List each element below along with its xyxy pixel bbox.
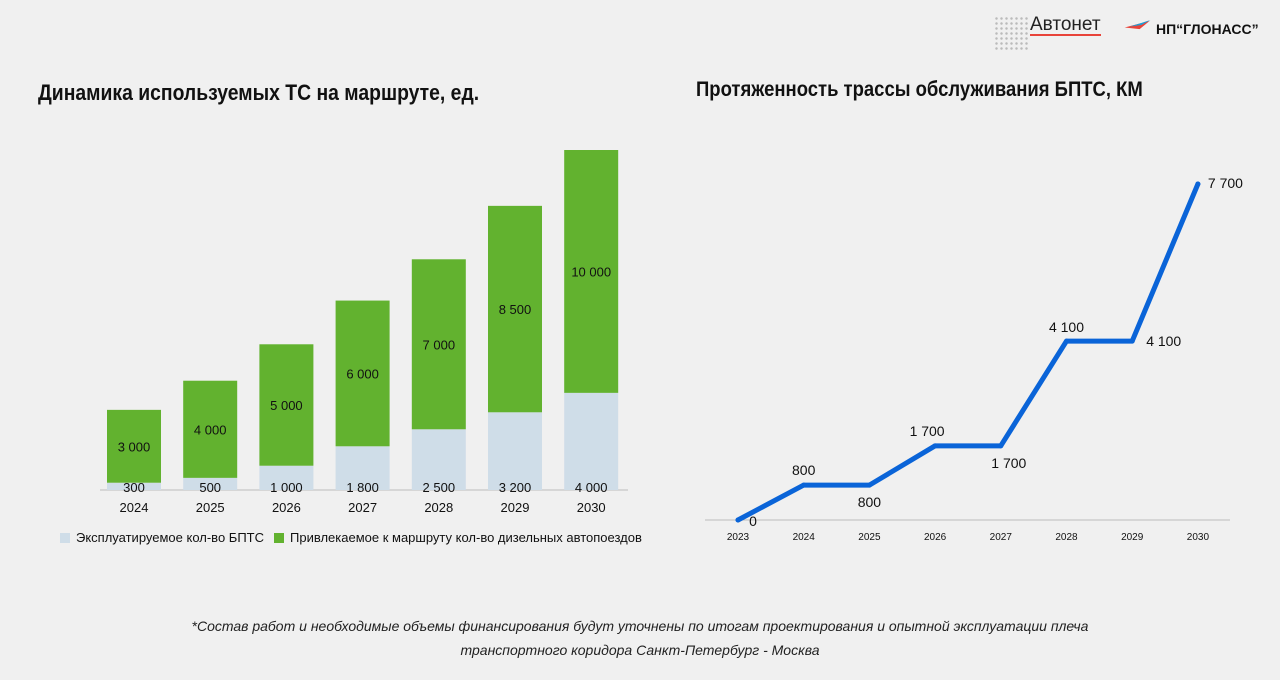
line-series	[735, 181, 1201, 523]
bar-label-bptc-2027: 1 800	[346, 480, 379, 495]
line-x-tick-2028: 2028	[1055, 532, 1078, 543]
bar-bptc-2026	[259, 465, 314, 490]
bar-x-tick-2029: 2029	[501, 500, 530, 515]
line-label-2028: 4 100	[1049, 319, 1084, 335]
line-x-tick-2026: 2026	[924, 532, 947, 543]
line-chart-title: Протяженность трассы обслуживания БПТС, …	[696, 78, 1143, 101]
bar-bptc-2028	[411, 429, 466, 490]
bar-x-tick-2026: 2026	[272, 500, 301, 515]
line-point-2029	[1129, 338, 1135, 344]
legend-swatch-diesel	[274, 532, 284, 543]
bar-label-diesel-2027: 6 000	[346, 366, 379, 381]
legend-label-diesel: Привлекаемое к маршруту кол-во дизельных…	[290, 530, 642, 545]
bar-diesel-2029	[488, 205, 542, 413]
bar-label-bptc-2030: 4 000	[575, 480, 608, 495]
bar-chart-title: Динамика используемых ТС на маршруте, ед…	[38, 80, 480, 105]
line-point-2025	[866, 482, 872, 488]
bar-label-bptc-2028: 2 500	[423, 480, 456, 495]
line-point-2026	[932, 443, 938, 449]
line-label-2029: 4 100	[1146, 333, 1181, 349]
bar-bptc-2025	[183, 477, 238, 490]
line-point-2023	[735, 517, 741, 523]
bar-diesel-2024	[107, 409, 161, 483]
bar-label-bptc-2026: 1 000	[270, 480, 303, 495]
bar-label-bptc-2029: 3 200	[499, 480, 532, 495]
footnote-line-1: *Состав работ и необходимые объемы финан…	[191, 618, 1089, 634]
line-point-2030	[1195, 181, 1201, 187]
avtonet-logo-mark	[994, 16, 1030, 50]
glonass-logo-mark	[1124, 20, 1151, 30]
bar-label-diesel-2028: 7 000	[423, 337, 456, 352]
bar-label-diesel-2030: 10 000	[571, 264, 611, 279]
footnote-line-2: транспортного коридора Санкт-Петербург -…	[460, 642, 820, 658]
line-label-2030: 7 700	[1208, 175, 1243, 191]
bar-diesel-2025	[183, 380, 238, 478]
bar-label-bptc-2025: 500	[199, 480, 221, 495]
bar-bptc-2027	[335, 446, 390, 490]
line-x-tick-2023: 2023	[727, 532, 750, 543]
bar-legend: Эксплуатируемое кол-во БПТС Привлекаемое…	[60, 530, 642, 545]
bar-diesel-2027	[335, 300, 390, 447]
line-point-2024	[801, 482, 807, 488]
line-label-2027: 1 700	[991, 455, 1026, 471]
line-label-2026: 1 700	[910, 423, 945, 439]
line-x-tick-2024: 2024	[793, 532, 816, 543]
bar-diesel-2026	[259, 344, 314, 466]
avtonet-logo: Автонет	[1030, 14, 1101, 36]
bar-bptc-2024	[107, 482, 161, 490]
legend-swatch-bptc	[60, 532, 70, 543]
bar-label-diesel-2024: 3 000	[118, 439, 151, 454]
line-x-tick-2030: 2030	[1187, 532, 1210, 543]
line-x-tick-2029: 2029	[1121, 532, 1144, 543]
bar-x-tick-2028: 2028	[424, 500, 453, 515]
legend-label-bptc: Эксплуатируемое кол-во БПТС	[76, 530, 264, 545]
bar-bptc-2030	[564, 392, 619, 490]
bar-label-diesel-2025: 4 000	[194, 422, 227, 437]
bar-x-tick-2027: 2027	[348, 500, 377, 515]
bar-x-tick-2025: 2025	[196, 500, 225, 515]
line-label-2023: 0	[749, 513, 757, 529]
bar-x-tick-2024: 2024	[120, 500, 149, 515]
line-label-2024: 800	[792, 462, 816, 478]
line-label-2025: 800	[858, 494, 882, 510]
line-x-tick-2025: 2025	[858, 532, 881, 543]
bar-label-diesel-2029: 8 500	[499, 302, 532, 317]
bar-x-tick-2030: 2030	[577, 500, 606, 515]
bar-label-bptc-2024: 300	[123, 480, 145, 495]
bar-diesel-2030	[564, 150, 619, 393]
glonass-logo: НП“ГЛОНАСС”	[1156, 21, 1259, 37]
bar-bptc-2029	[488, 412, 542, 490]
bar-label-diesel-2026: 5 000	[270, 398, 303, 413]
line-x-tick-2027: 2027	[990, 532, 1013, 543]
line-point-2027	[998, 443, 1004, 449]
bar-diesel-2028	[411, 259, 466, 430]
line-point-2028	[1064, 338, 1069, 344]
